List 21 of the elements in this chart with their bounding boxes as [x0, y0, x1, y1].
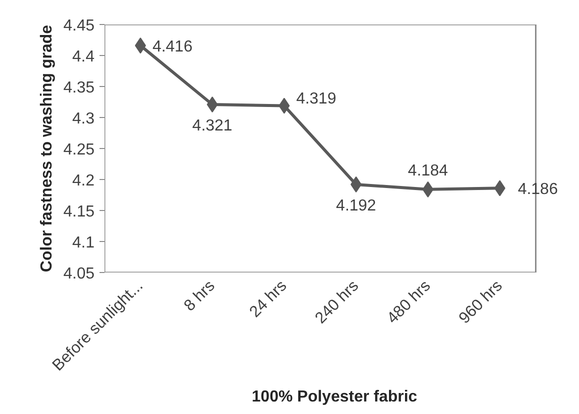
x-axis-title: 100% Polyester fabric [252, 388, 418, 406]
x-tick-label: 480 hrs [384, 277, 434, 328]
data-label: 4.416 [152, 38, 193, 56]
y-tick-label: 4.1 [72, 234, 95, 252]
data-label: 4.184 [408, 162, 448, 180]
data-label: 4.192 [336, 197, 376, 214]
x-tick-label: 240 hrs [312, 277, 362, 328]
y-tick-label: 4.05 [63, 266, 95, 282]
y-tick-label: 4.3 [72, 110, 95, 128]
data-label: 4.321 [192, 117, 232, 134]
x-tick-label: 8 hrs [181, 277, 218, 315]
y-axis-title: Color fastness to washing grade [38, 24, 56, 272]
y-tick-label: 4.45 [63, 18, 95, 34]
y-tick-label: 4.15 [63, 204, 95, 220]
x-tick-label: 960 hrs [456, 277, 506, 328]
y-tick-label: 4.4 [72, 48, 95, 66]
y-tick-label: 4.35 [63, 80, 95, 96]
y-tick-label: 4.25 [63, 142, 95, 158]
data-label: 4.319 [296, 90, 336, 108]
x-tick-label: 24 hrs [246, 277, 290, 321]
y-tick-label: 4.2 [72, 172, 95, 190]
